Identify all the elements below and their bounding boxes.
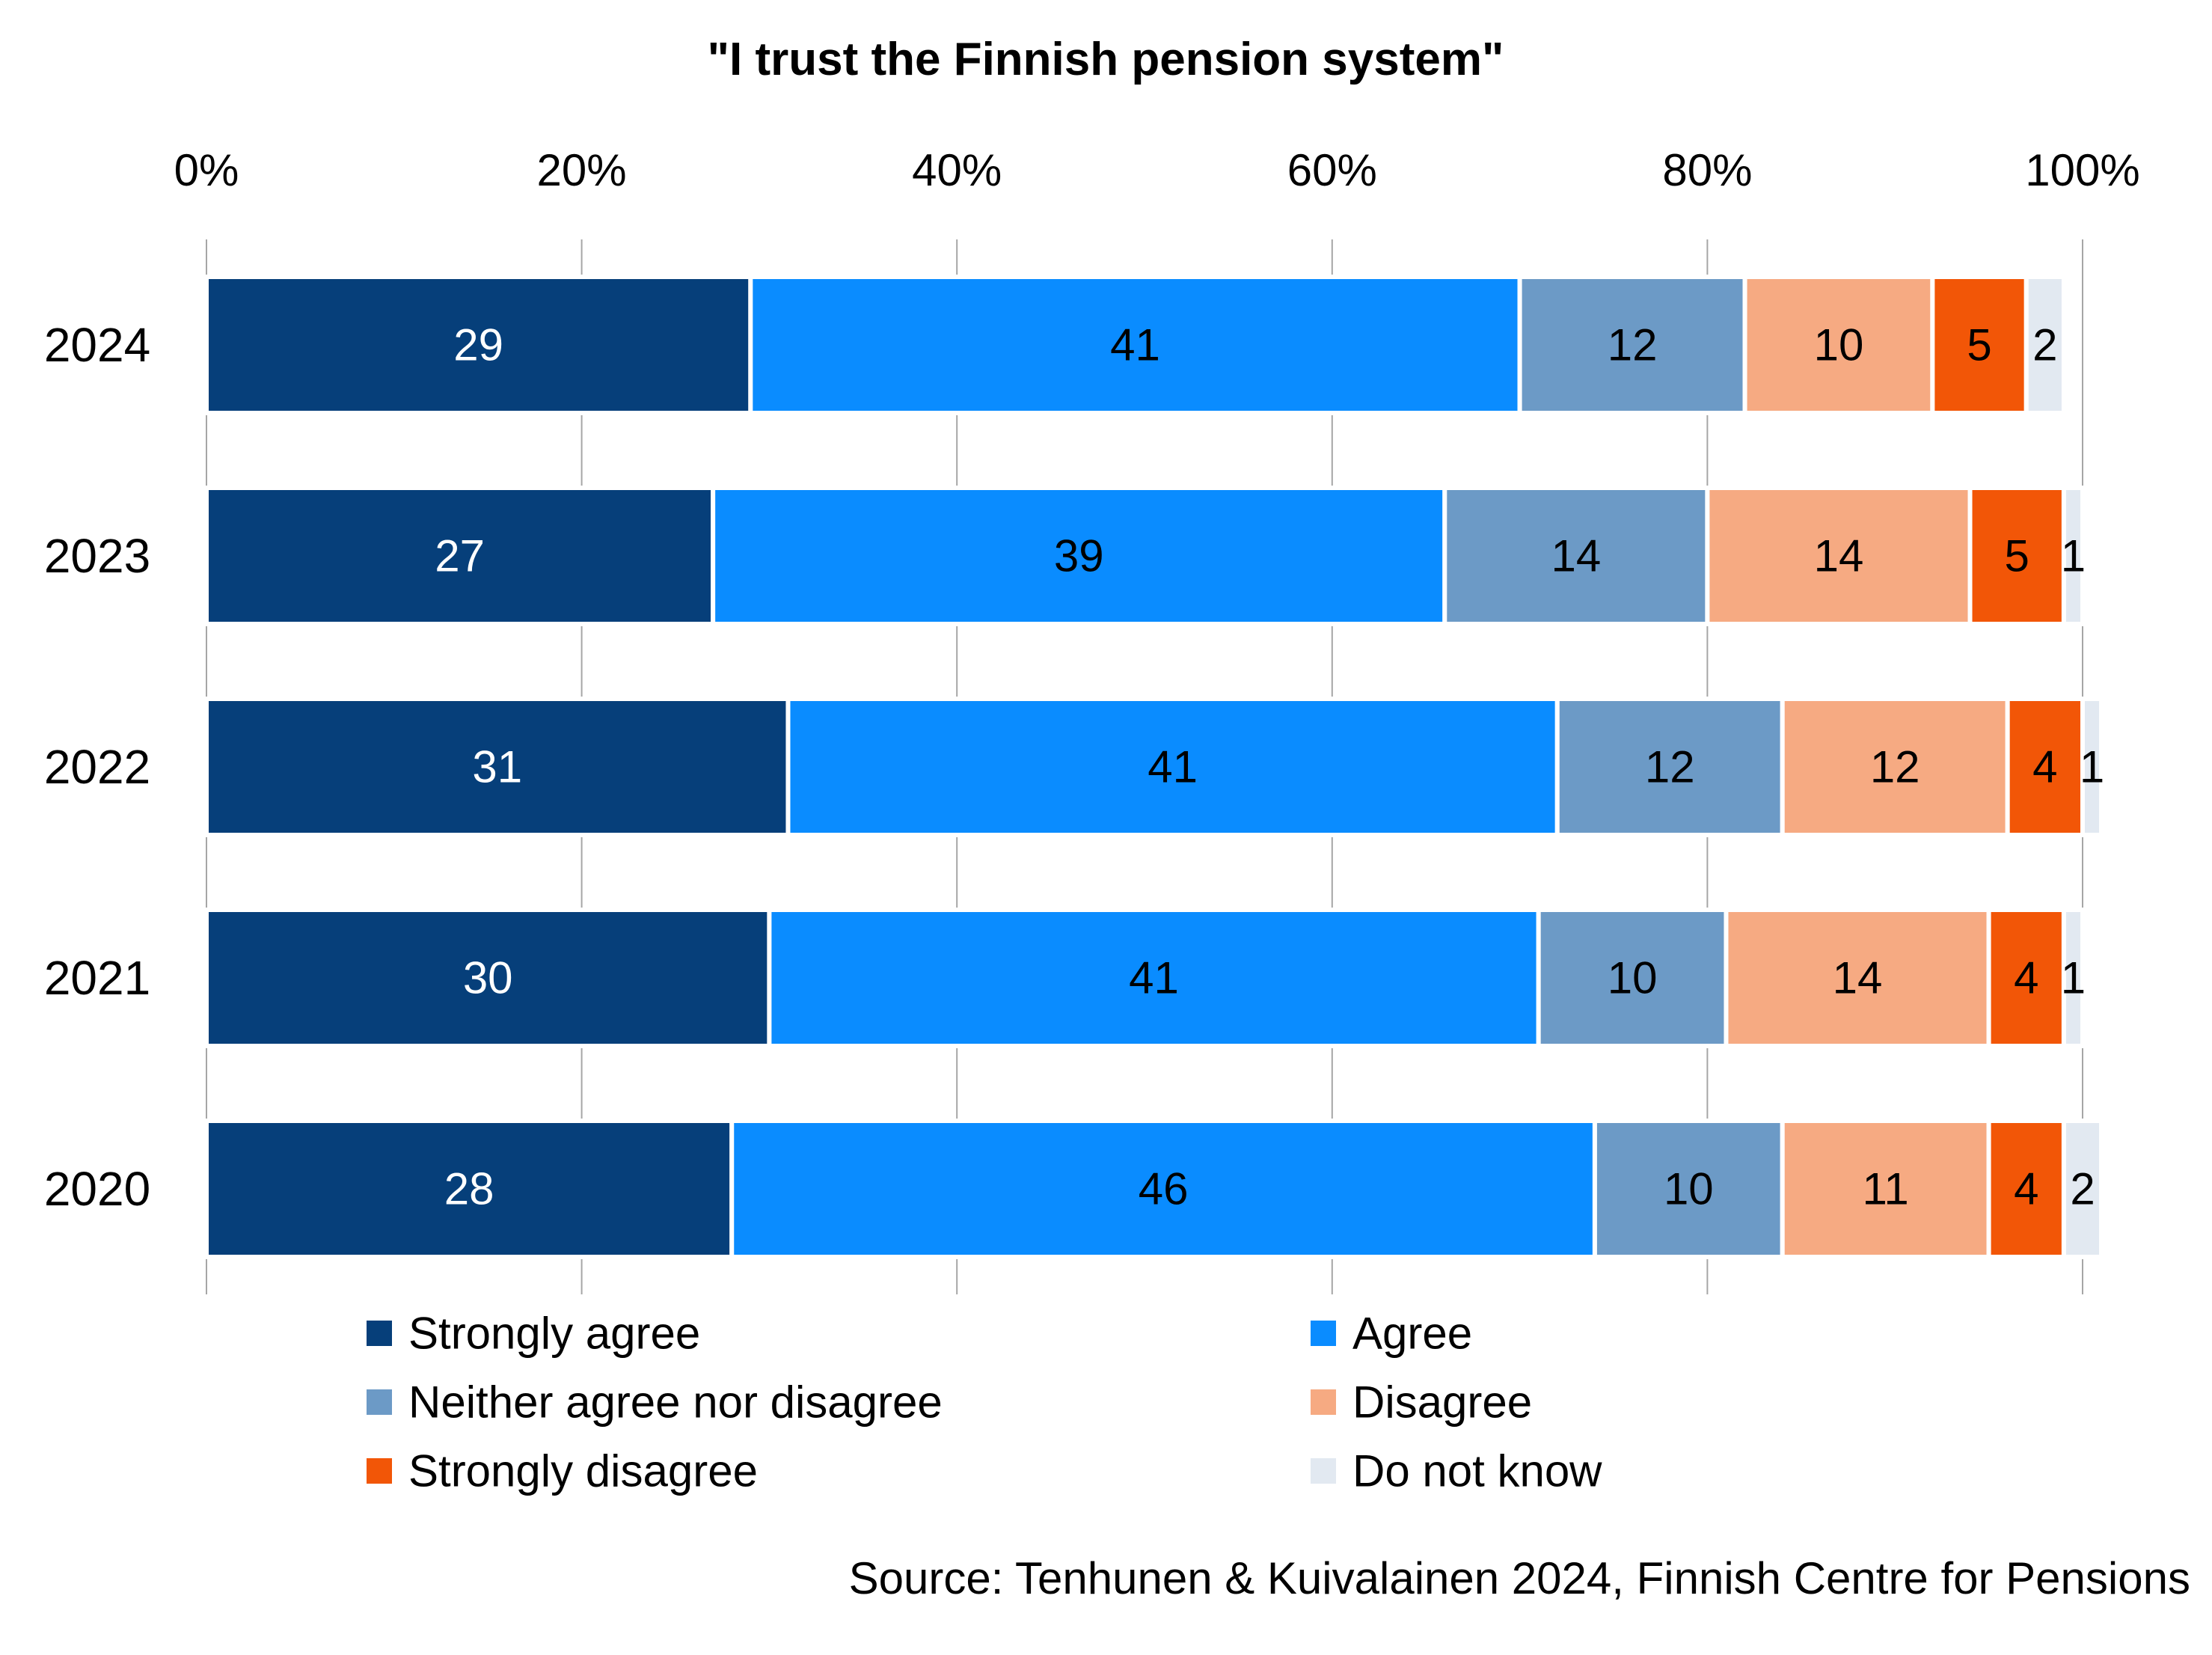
bar-segment (2023, 275, 2066, 415)
data-label: 31 (472, 742, 522, 792)
data-label: 41 (1129, 953, 1179, 1003)
x-tick-label: 40% (912, 145, 1002, 195)
bar-segment (204, 697, 791, 837)
data-label: 41 (1148, 742, 1198, 792)
legend-label: Disagree (1352, 1377, 1532, 1428)
category-label: 2021 (44, 951, 150, 1005)
bar-segment (204, 275, 753, 415)
legend-swatch (1311, 1389, 1336, 1415)
legend-swatch (367, 1389, 392, 1415)
data-label: 28 (444, 1164, 494, 1214)
data-label: 5 (2005, 531, 2029, 581)
legend-label: Strongly disagree (408, 1446, 758, 1496)
bar-segment (1592, 1119, 1785, 1259)
bar-segment (2061, 908, 2085, 1048)
bar-segment (1967, 486, 2066, 626)
chart-title: "I trust the Finnish pension system" (708, 34, 1504, 85)
data-label: 4 (2014, 1164, 2038, 1214)
x-tick-label: 20% (537, 145, 627, 195)
legend-label: Agree (1352, 1309, 1472, 1359)
bar-segment (1930, 275, 2029, 415)
data-label: 12 (1645, 742, 1695, 792)
legend-swatch (1311, 1458, 1336, 1484)
category-label: 2020 (44, 1162, 150, 1216)
legend-label: Do not know (1352, 1446, 1602, 1496)
legend-label: Strongly agree (408, 1309, 700, 1359)
bar-segment (729, 1119, 1597, 1259)
bar-segment (1780, 1119, 1991, 1259)
bar-segment (711, 486, 1447, 626)
legend-swatch (1311, 1321, 1336, 1346)
data-label: 10 (1608, 953, 1658, 1003)
bars: 29 41 12 10 5 227 39 14 14 5 131 41 12 12 4 130 41 10 14 4 1… (204, 275, 2104, 1259)
x-tick-label: 100% (2025, 145, 2139, 195)
data-label: 1 (2061, 531, 2086, 581)
source-note: Source: Tenhunen & Kuivalainen 2024, Fin… (849, 1553, 2190, 1603)
data-label: 30 (463, 953, 513, 1003)
legend-swatch (367, 1321, 392, 1346)
category-label: 2022 (44, 740, 150, 794)
bar-segment (1705, 486, 1973, 626)
data-label: 1 (2061, 953, 2086, 1003)
data-label: 11 (1863, 1164, 1909, 1214)
data-label: 14 (1551, 531, 1601, 581)
data-label: 14 (1833, 953, 1883, 1003)
bar-segment (1442, 486, 1710, 626)
legend-label: Neither agree nor disagree (408, 1377, 943, 1428)
bar-segment (204, 486, 716, 626)
bar-segment (2005, 697, 2085, 837)
data-label: 14 (1814, 531, 1864, 581)
data-label: 10 (1664, 1164, 1714, 1214)
category-label: 2023 (44, 529, 150, 583)
data-label: 39 (1054, 531, 1104, 581)
bar-segment (1986, 908, 2066, 1048)
data-label: 5 (1967, 320, 1991, 370)
data-label: 41 (1110, 320, 1160, 370)
legend: Strongly agree Agree Neither agree nor dis… (367, 1309, 1602, 1496)
data-label: 12 (1608, 320, 1658, 370)
data-label: 2 (2070, 1164, 2095, 1214)
data-label: 1 (2080, 742, 2104, 792)
category-labels: 2024 2023 2022 2021 2020 (44, 318, 150, 1216)
bar-segment (1742, 275, 1935, 415)
x-tick-label: 80% (1662, 145, 1752, 195)
bar-segment (785, 697, 1560, 837)
x-tick-label: 60% (1287, 145, 1377, 195)
x-tick-label: 0% (174, 145, 239, 195)
bar-segment (2061, 486, 2085, 626)
data-label: 4 (2032, 742, 2057, 792)
data-label: 46 (1139, 1164, 1189, 1214)
data-label: 12 (1870, 742, 1920, 792)
data-label: 10 (1814, 320, 1864, 370)
data-label: 4 (2014, 953, 2038, 1003)
data-label: 2 (2032, 320, 2057, 370)
x-axis-tick-labels: 0% 20% 40% 60% 80% 100% (174, 145, 2140, 195)
bar-segment (2080, 697, 2104, 837)
data-label: 29 (453, 320, 503, 370)
legend-swatch (367, 1458, 392, 1484)
category-label: 2024 (44, 318, 150, 372)
bar-segment (2061, 1119, 2104, 1259)
bar-segment (1986, 1119, 2066, 1259)
data-label: 27 (435, 531, 485, 581)
